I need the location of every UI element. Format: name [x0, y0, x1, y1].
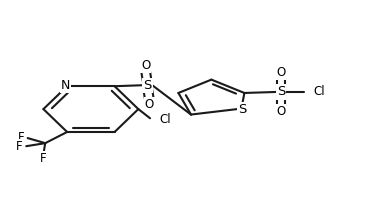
Text: O: O: [145, 98, 154, 111]
Text: F: F: [16, 140, 23, 153]
Text: S: S: [238, 103, 247, 116]
Text: Cl: Cl: [314, 85, 325, 98]
Text: N: N: [61, 79, 70, 92]
Text: S: S: [143, 79, 152, 92]
Text: F: F: [18, 131, 24, 144]
Text: O: O: [276, 105, 286, 118]
Text: Cl: Cl: [159, 113, 171, 126]
Text: O: O: [276, 66, 286, 79]
Text: O: O: [141, 59, 150, 72]
Text: S: S: [277, 85, 285, 98]
Text: F: F: [40, 152, 47, 165]
